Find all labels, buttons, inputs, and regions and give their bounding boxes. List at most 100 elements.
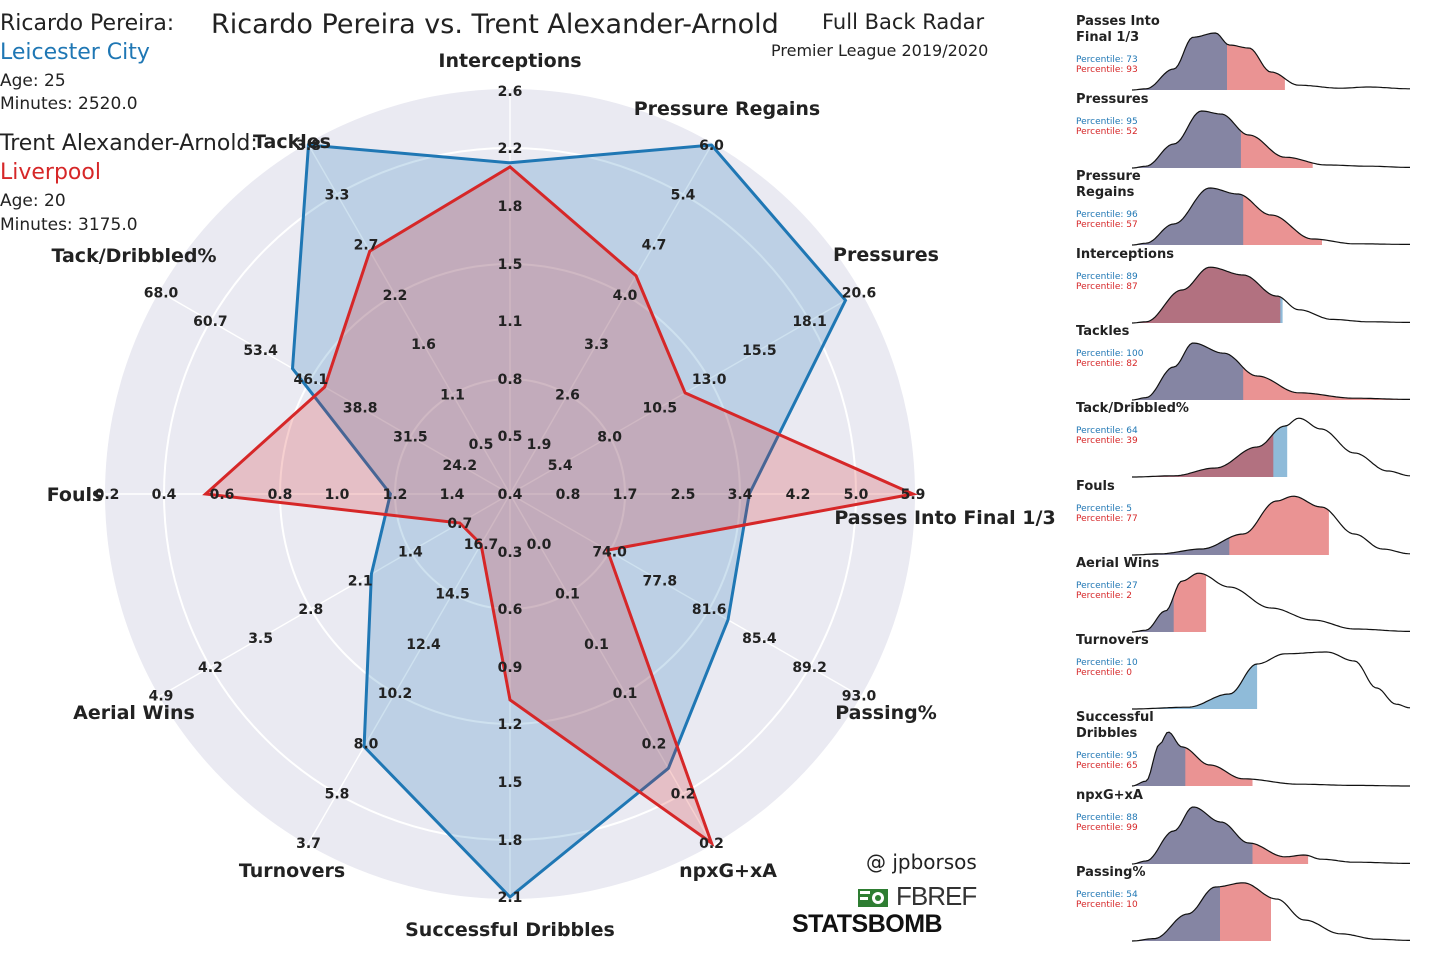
radar-tick-label: 8.0 bbox=[354, 736, 379, 752]
player1-age: Age: 25 bbox=[0, 71, 66, 91]
radar-tick-label: 8.0 bbox=[597, 430, 622, 446]
radar-tick-label: 1.9 bbox=[527, 437, 552, 453]
radar-tick-label: 1.8 bbox=[498, 199, 523, 215]
kde-curve bbox=[1131, 731, 1410, 787]
radar-tick-label: 1.1 bbox=[440, 387, 465, 403]
kde-curve bbox=[1131, 806, 1410, 865]
kde-percentile-player1: Percentile: 96 bbox=[1076, 210, 1138, 220]
kde-percentile-player2: Percentile: 87 bbox=[1076, 282, 1138, 292]
radar-tick-label: 46.1 bbox=[294, 372, 329, 388]
player2-team: Liverpool bbox=[0, 160, 101, 185]
kde-curve bbox=[1132, 495, 1411, 556]
kde-fill-player1 bbox=[1132, 343, 1244, 400]
radar-tick-label: 3.5 bbox=[248, 631, 273, 647]
radar-tick-label: 3.8 bbox=[296, 138, 321, 154]
kde-panel-label: Tack/Dribbled% bbox=[1076, 401, 1189, 416]
radar-tick-label: 38.8 bbox=[343, 401, 378, 417]
kde-panel-label: Pressure bbox=[1076, 169, 1141, 184]
kde-percentile-player1: Percentile: 100 bbox=[1076, 349, 1144, 359]
radar-tick-label: 16.7 bbox=[464, 537, 499, 553]
kde-panel-label: Interceptions bbox=[1076, 247, 1174, 262]
radar-tick-label: 0.5 bbox=[498, 429, 523, 445]
kde-fill-player2 bbox=[1132, 433, 1274, 477]
radar-tick-label: 2.1 bbox=[348, 574, 373, 590]
player1-team: Leicester City bbox=[0, 40, 150, 65]
radar-tick-label: 0.7 bbox=[447, 516, 472, 532]
radar-tick-label: 2.1 bbox=[498, 890, 523, 906]
kde-curve bbox=[1131, 342, 1410, 401]
radar-tick-label: 2.7 bbox=[354, 238, 379, 254]
radar-tick-label: 0.2 bbox=[671, 787, 696, 803]
player2-minutes: Minutes: 3175.0 bbox=[0, 215, 138, 235]
radar-series-trent-alexander-arnold bbox=[202, 165, 919, 847]
radar-tick-label: 4.9 bbox=[149, 689, 174, 705]
kde-panel-label: npxG+xA bbox=[1076, 788, 1143, 803]
radar-spoke bbox=[158, 290, 511, 495]
radar-tick-label: 12.4 bbox=[406, 637, 441, 653]
radar-tick-label: 0.6 bbox=[210, 487, 235, 503]
fbref-wordmark: FBREF bbox=[896, 881, 977, 911]
kde-percentile-player2: Percentile: 65 bbox=[1076, 761, 1138, 771]
kde-curve bbox=[1131, 187, 1410, 246]
kde-percentile-player1: Percentile: 54 bbox=[1076, 890, 1138, 900]
radar-axis-label: Fouls bbox=[47, 484, 104, 506]
radar-tick-label: 0.9 bbox=[498, 660, 523, 676]
radar-tick-label: 74.0 bbox=[592, 545, 627, 561]
radar-tick-label: 4.2 bbox=[198, 660, 223, 676]
chart-title: Ricardo Pereira vs. Trent Alexander-Arno… bbox=[211, 9, 779, 40]
radar-axis-label: Tackles bbox=[253, 131, 331, 153]
radar-tick-label: 1.2 bbox=[498, 717, 523, 733]
radar-tick-label: 1.0 bbox=[325, 487, 350, 503]
kde-percentile-player1: Percentile: 95 bbox=[1076, 117, 1138, 127]
kde-fill-player1 bbox=[1132, 537, 1230, 555]
kde-percentile-player1: Percentile: 27 bbox=[1076, 581, 1138, 591]
radar-tick-label: 4.0 bbox=[613, 288, 638, 304]
radar-tick-label: 5.4 bbox=[548, 458, 573, 474]
radar-tick-label: 0.2 bbox=[642, 736, 667, 752]
radar-tick-label: 60.7 bbox=[193, 314, 228, 330]
player2-name: Trent Alexander-Arnold: bbox=[0, 131, 258, 156]
radar-tick-label: 0.8 bbox=[268, 487, 293, 503]
radar-tick-label: 15.5 bbox=[742, 343, 777, 359]
radar-axis-label: Pressure Regains bbox=[634, 98, 820, 120]
kde-fill-player1 bbox=[1132, 111, 1241, 168]
radar-tick-label: 0.6 bbox=[498, 602, 523, 618]
radar-tick-label: 5.8 bbox=[325, 787, 350, 803]
radar-tick-label: 2.2 bbox=[383, 288, 408, 304]
kde-percentile-player2: Percentile: 10 bbox=[1076, 900, 1138, 910]
kde-fill-player1 bbox=[1132, 596, 1174, 632]
radar-spoke bbox=[158, 493, 511, 698]
chart-subtitle: Full Back Radar bbox=[822, 10, 985, 34]
radar-tick-label: 5.0 bbox=[844, 487, 869, 503]
kde-percentile-player1: Percentile: 10 bbox=[1076, 658, 1138, 668]
kde-curve bbox=[1131, 882, 1410, 942]
kde-percentile-player1: Percentile: 64 bbox=[1076, 426, 1138, 436]
radar-tick-label: 0.2 bbox=[699, 836, 724, 852]
radar-spoke bbox=[509, 493, 714, 846]
radar-tick-label: 0.8 bbox=[556, 487, 581, 503]
radar-axis-label: Tack/Dribbled% bbox=[51, 245, 216, 267]
radar-tick-label: 93.0 bbox=[842, 689, 877, 705]
kde-fill-player2 bbox=[1132, 267, 1281, 323]
kde-panel-label: Successful bbox=[1076, 710, 1154, 725]
kde-curve bbox=[1131, 266, 1410, 324]
radar-tick-label: 0.5 bbox=[469, 437, 494, 453]
radar-tick-label: 2.8 bbox=[298, 602, 323, 618]
radar-tick-label: 3.4 bbox=[728, 487, 753, 503]
fbref-mark-icon bbox=[858, 889, 888, 907]
kde-fill-player2 bbox=[1132, 496, 1329, 555]
radar-tick-label: 0.1 bbox=[584, 637, 609, 653]
radar-tick-label: 0.2 bbox=[95, 487, 120, 503]
radar-tick-label: 0.3 bbox=[498, 545, 523, 561]
kde-fill-player1 bbox=[1132, 188, 1244, 245]
radar-tick-label: 3.3 bbox=[325, 187, 350, 203]
kde-curve bbox=[1131, 110, 1410, 169]
radar-axis-label: Passes Into Final 1/3 bbox=[834, 507, 1055, 529]
radar-tick-label: 1.6 bbox=[411, 337, 436, 353]
kde-panel-label: Regains bbox=[1076, 185, 1135, 200]
kde-panel-label: Dribbles bbox=[1076, 726, 1138, 741]
kde-panel-label: Tackles bbox=[1076, 324, 1130, 339]
radar-tick-label: 5.9 bbox=[901, 487, 926, 503]
radar-tick-label: 10.2 bbox=[378, 686, 413, 702]
